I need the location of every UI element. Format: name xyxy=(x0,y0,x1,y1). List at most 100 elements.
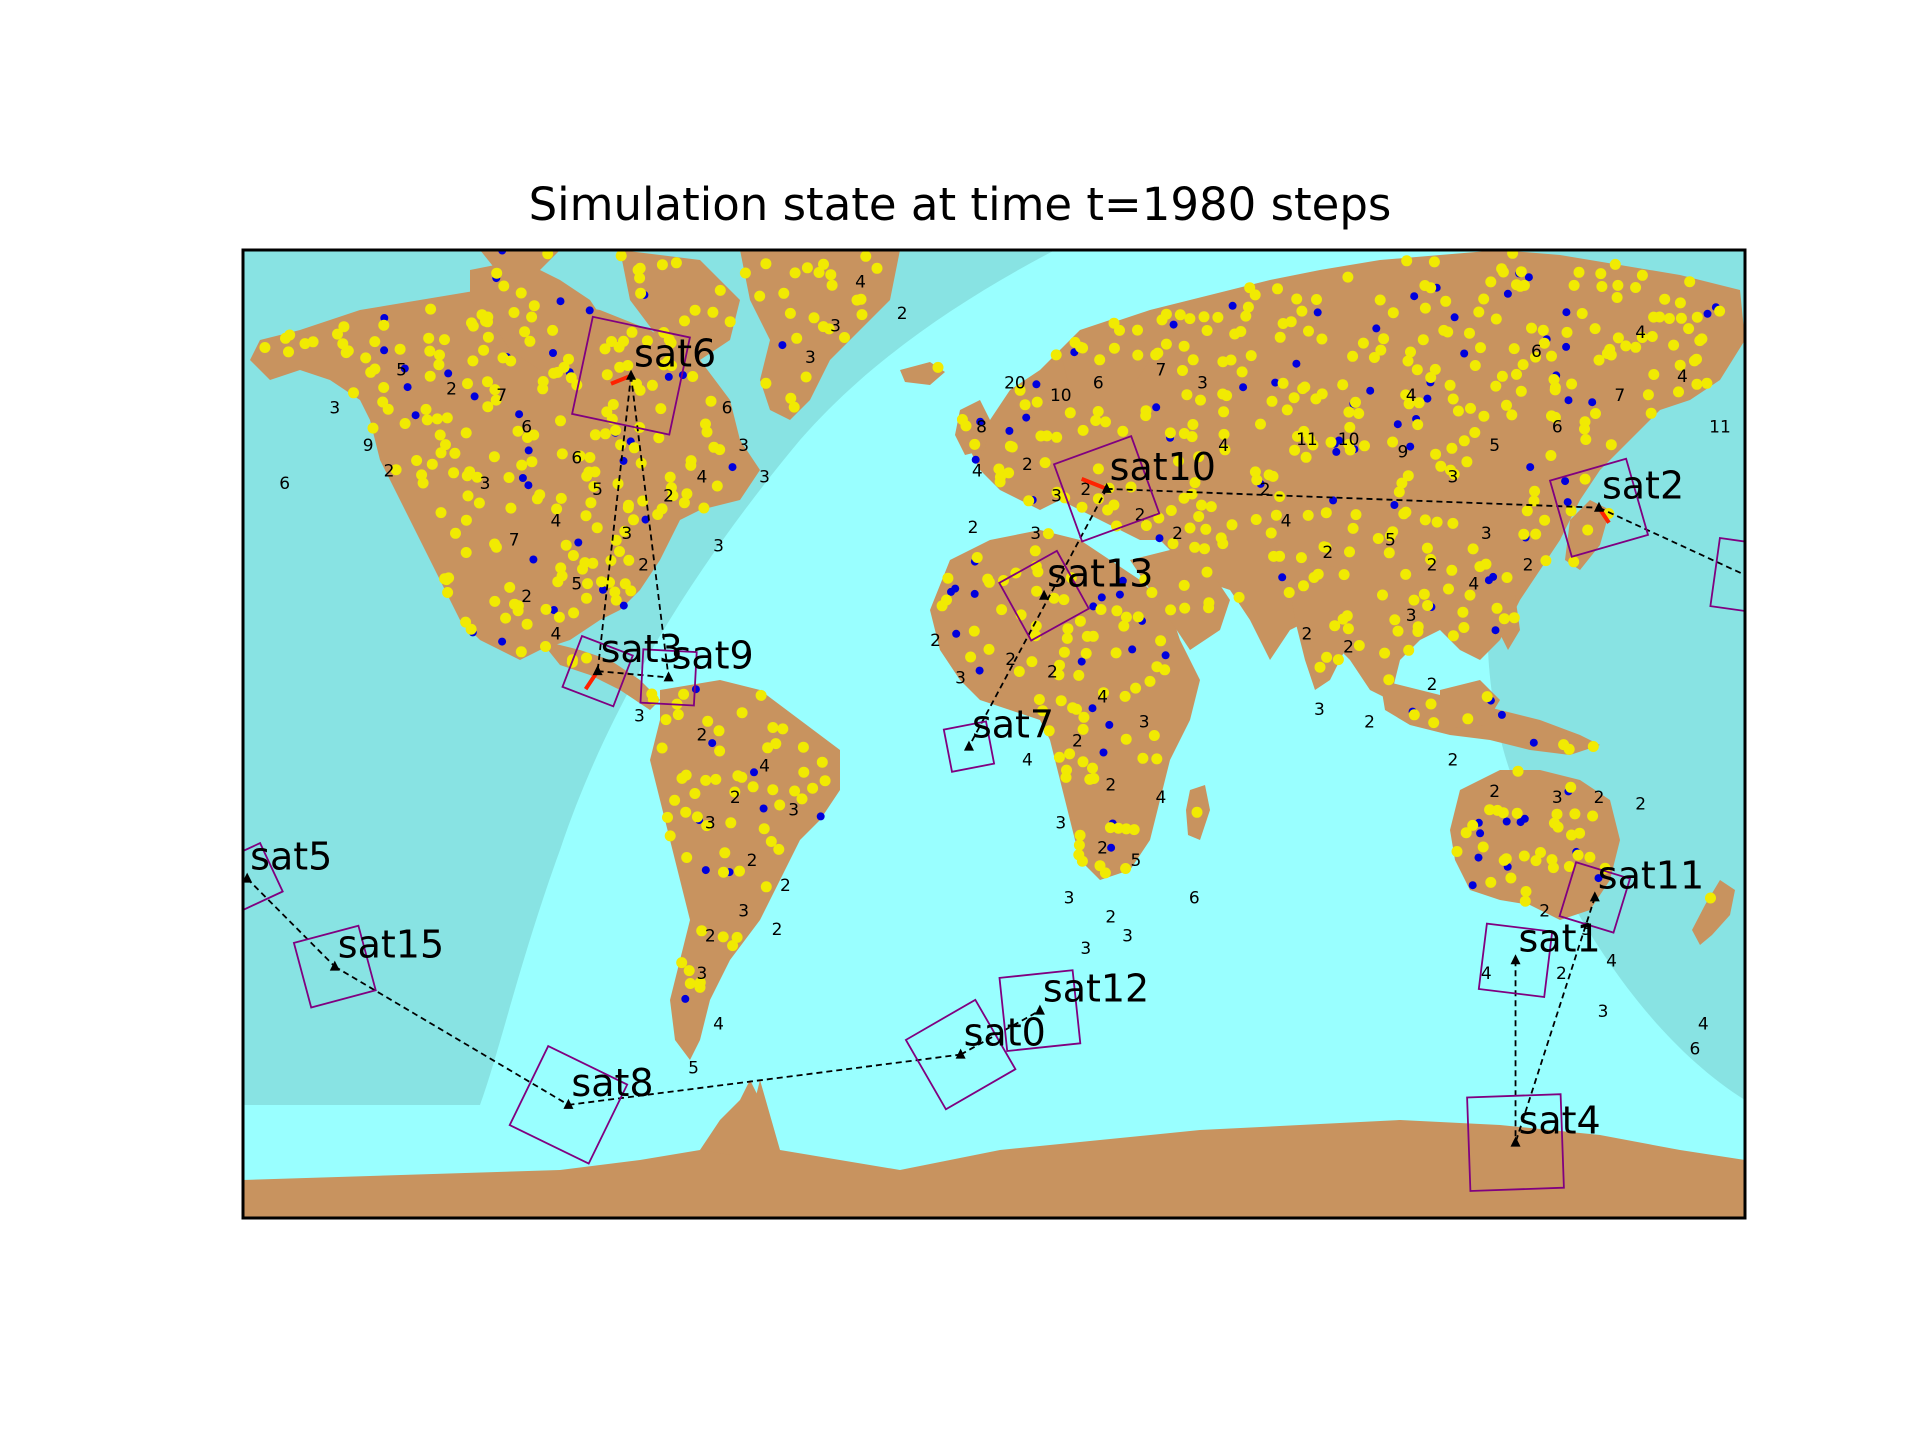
city-dot xyxy=(1530,855,1542,867)
city-count-label: 2 xyxy=(638,556,649,576)
city-dot xyxy=(1417,334,1429,346)
city-dot xyxy=(342,345,354,357)
city-dot xyxy=(1500,853,1512,865)
city-dot xyxy=(1387,307,1399,319)
city-dot xyxy=(489,595,501,607)
ground-station-dot xyxy=(816,812,825,821)
city-dot xyxy=(338,321,350,333)
city-count-label: 7 xyxy=(496,386,507,406)
satellite-label-sat15: sat15 xyxy=(338,923,444,967)
city-dot xyxy=(473,497,485,509)
city-dot xyxy=(1031,396,1043,408)
city-dot xyxy=(796,793,808,805)
city-dot xyxy=(1064,407,1076,419)
city-dot xyxy=(785,392,797,404)
city-dot xyxy=(739,267,751,279)
city-dot xyxy=(1087,630,1099,642)
city-dot xyxy=(1579,473,1591,485)
city-dot xyxy=(818,258,829,270)
city-dot xyxy=(1422,600,1434,611)
city-dot xyxy=(1283,587,1295,598)
city-dot xyxy=(800,371,812,383)
city-dot xyxy=(460,427,472,439)
city-dot xyxy=(551,503,563,515)
city-dot xyxy=(1100,416,1111,428)
city-count-label: 2 xyxy=(663,486,674,506)
city-dot xyxy=(701,820,713,832)
city-dot xyxy=(1071,703,1082,715)
city-dot xyxy=(1515,385,1527,397)
city-dot xyxy=(589,466,601,478)
city-dot xyxy=(1604,343,1616,355)
city-dot xyxy=(1296,305,1308,317)
city-dot xyxy=(1458,435,1470,447)
link-sat0-sat12 xyxy=(960,1009,1041,1056)
city-dot xyxy=(996,604,1008,616)
city-dot xyxy=(1530,528,1542,540)
city-dot xyxy=(1558,739,1570,751)
city-dot xyxy=(1150,349,1162,361)
city-dot xyxy=(707,306,719,318)
city-dot xyxy=(1400,389,1412,401)
city-dot xyxy=(1480,558,1492,570)
city-dot xyxy=(1438,324,1450,336)
city-count-label: 4 xyxy=(1218,436,1229,456)
footprint-sat3 xyxy=(561,634,634,708)
city-count-label: 5 xyxy=(1130,851,1141,871)
city-dot xyxy=(713,725,725,737)
city-dot xyxy=(1421,542,1433,554)
city-dot xyxy=(460,547,472,558)
city-dot xyxy=(1120,611,1132,623)
city-dot xyxy=(450,527,461,539)
ground-station-dot xyxy=(1152,403,1161,412)
satellite-marker-sat5 xyxy=(243,872,253,883)
city-dot xyxy=(491,267,503,279)
antarctica xyxy=(243,1080,1745,1218)
city-dot xyxy=(1104,822,1116,834)
city-dot xyxy=(1054,659,1065,671)
city-dot xyxy=(1255,418,1266,430)
city-dot xyxy=(734,865,745,877)
city-dot xyxy=(567,550,579,561)
city-dot xyxy=(1605,439,1617,451)
city-dot xyxy=(1338,569,1350,581)
city-dot xyxy=(1195,394,1206,406)
city-dot xyxy=(1374,294,1386,306)
city-dot xyxy=(534,489,546,501)
city-dot xyxy=(760,377,772,389)
ground-station-dot xyxy=(549,349,557,357)
city-dot xyxy=(1240,310,1252,322)
ground-station-dot xyxy=(556,297,565,306)
satellite-marker-sat12 xyxy=(1034,1004,1045,1015)
city-dot xyxy=(1250,514,1262,525)
city-count-label: 2 xyxy=(930,631,941,651)
city-dot xyxy=(683,965,695,977)
city-dot xyxy=(1546,350,1557,362)
city-dot xyxy=(1444,379,1456,391)
city-dot xyxy=(1164,427,1176,439)
city-dot xyxy=(623,499,634,511)
city-dot xyxy=(1447,393,1459,405)
city-dot xyxy=(1311,294,1322,305)
satellite-marker-sat3 xyxy=(592,665,603,676)
city-dot xyxy=(1146,587,1158,598)
city-dot xyxy=(1576,308,1588,319)
ground-station-dot xyxy=(701,866,710,875)
city-dot xyxy=(1446,564,1458,576)
city-dot xyxy=(465,623,477,635)
city-dot xyxy=(1073,839,1085,851)
city-dot xyxy=(1451,846,1463,857)
city-dot xyxy=(1714,305,1726,317)
city-dot xyxy=(433,359,445,371)
ground-station-dot xyxy=(664,372,673,381)
city-dot xyxy=(679,315,690,327)
city-count-label: 4 xyxy=(855,273,866,293)
city-dot xyxy=(1219,444,1231,456)
city-dot xyxy=(1701,377,1713,389)
city-dot xyxy=(819,775,831,787)
city-dot xyxy=(1518,850,1530,862)
city-dot xyxy=(1030,630,1042,642)
city-count-label: 4 xyxy=(713,1014,724,1034)
ground-station-dot xyxy=(1390,501,1399,509)
